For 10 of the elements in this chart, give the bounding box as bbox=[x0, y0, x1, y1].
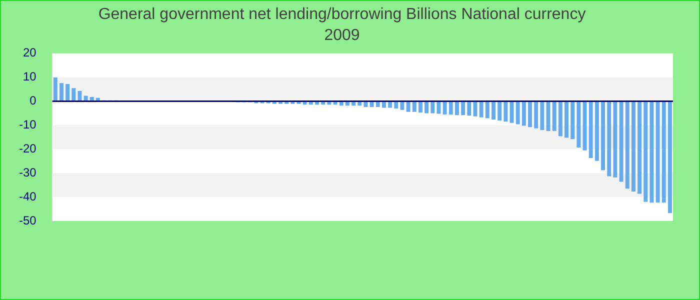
y-tick-label: 20 bbox=[22, 46, 37, 60]
y-tick-label: 0 bbox=[30, 94, 37, 108]
y-tick-label: -50 bbox=[19, 213, 37, 228]
y-tick-label: -40 bbox=[19, 189, 37, 204]
y-tick-label: 10 bbox=[22, 70, 37, 84]
chart-title: General government net lending/borrowing Billions National currency bbox=[98, 6, 586, 24]
chart-subtitle: 2009 bbox=[324, 27, 360, 44]
y-tick-label: -30 bbox=[19, 165, 37, 180]
y-tick-label: -10 bbox=[19, 118, 37, 132]
y-tick-label: -20 bbox=[19, 141, 37, 156]
